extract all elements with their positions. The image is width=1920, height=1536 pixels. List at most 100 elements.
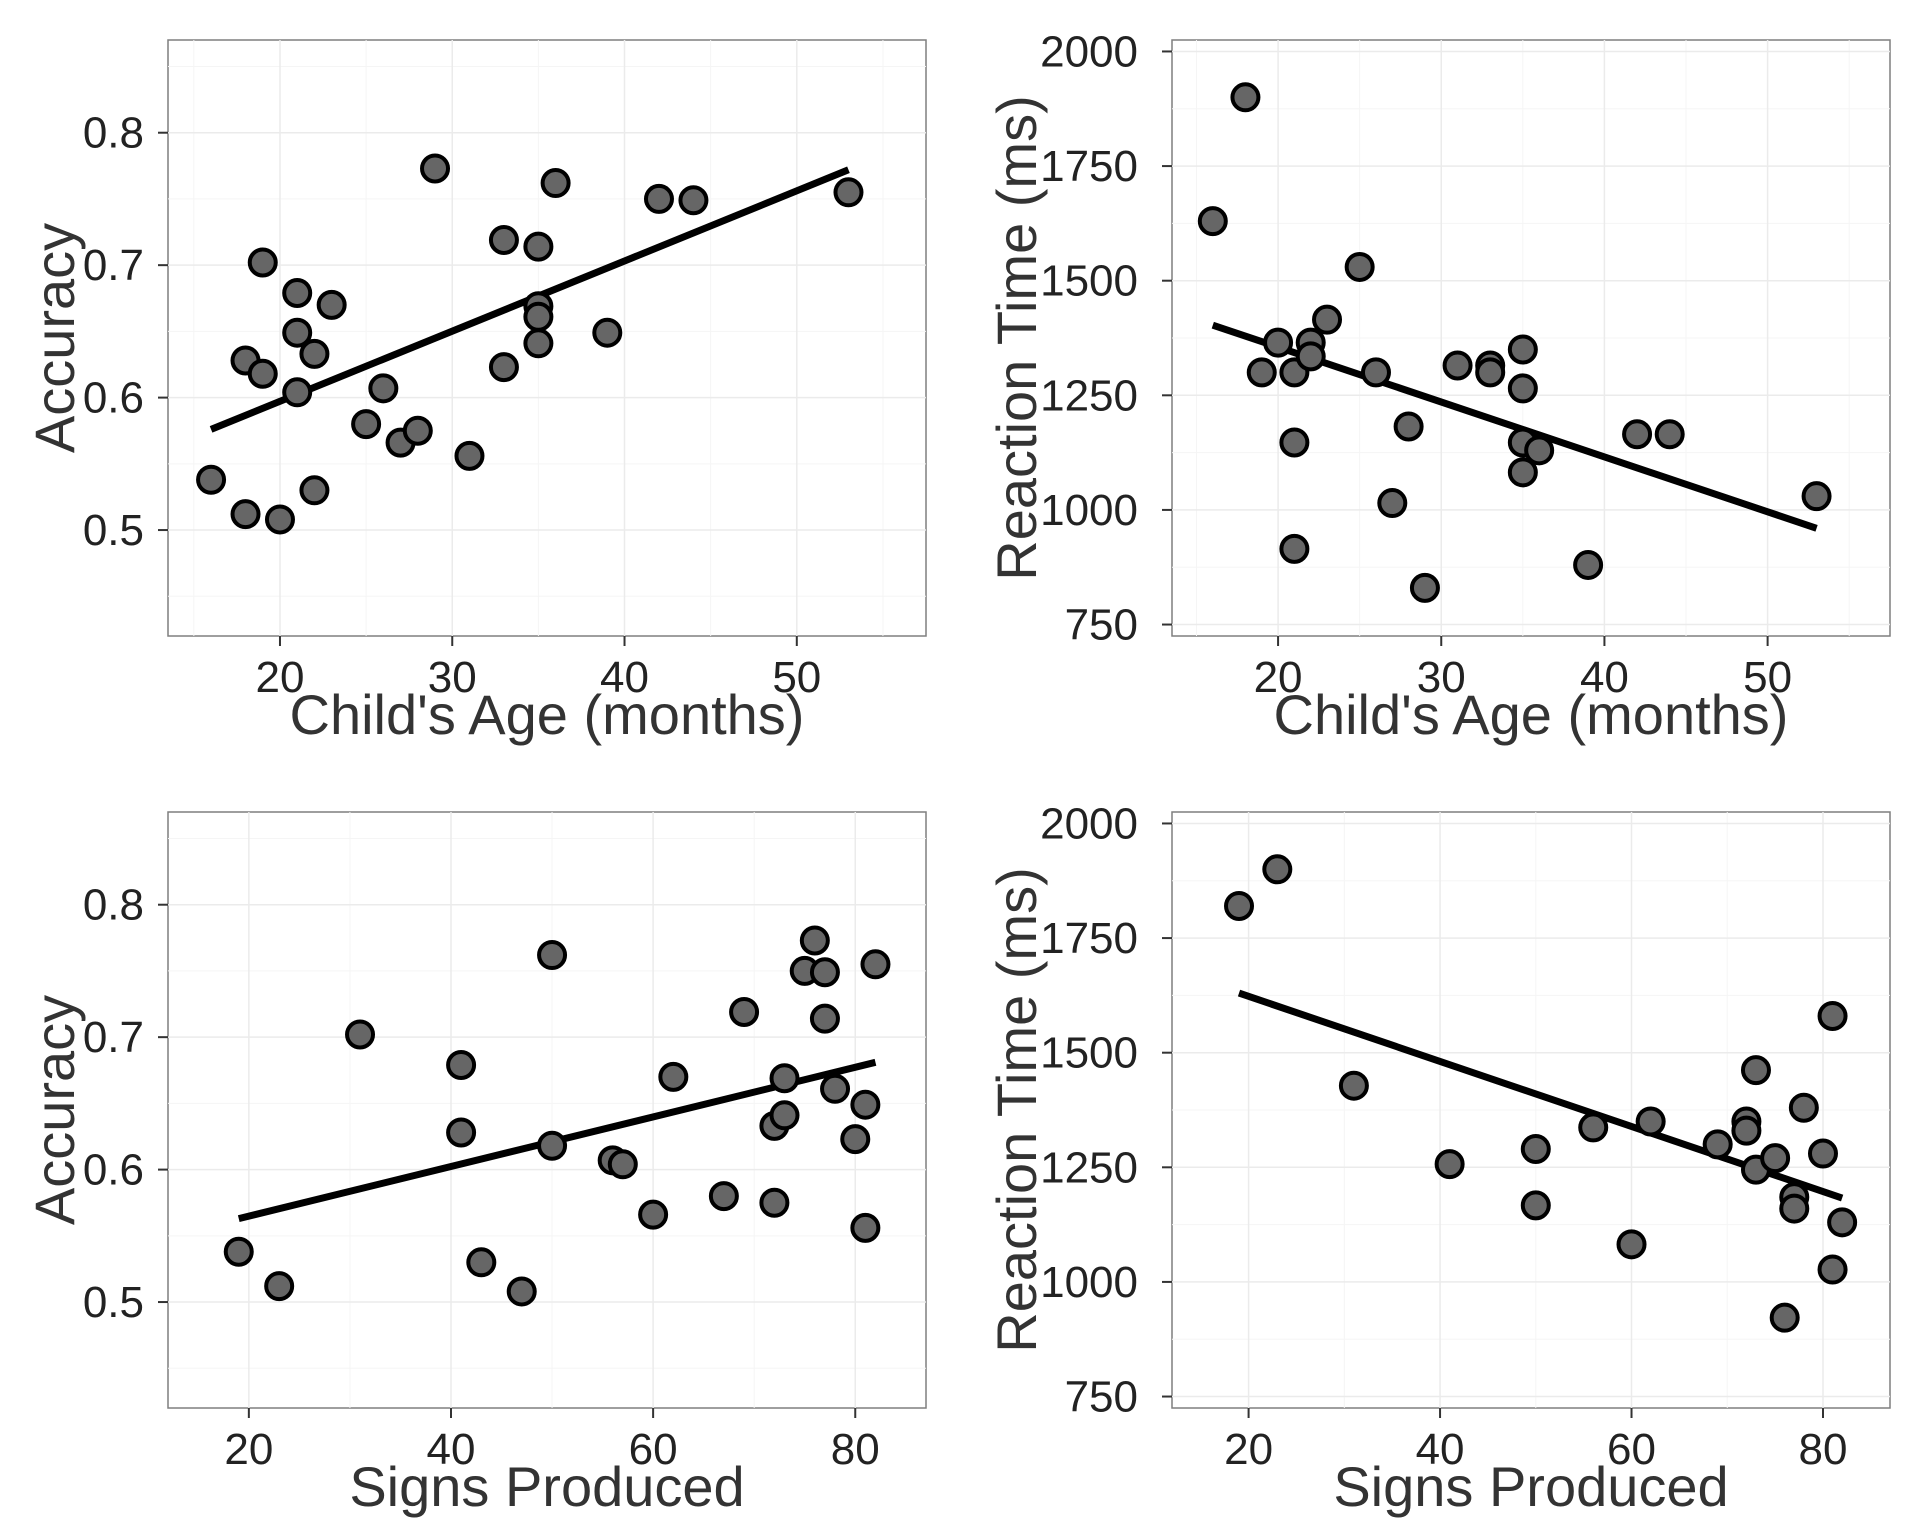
chart-0-point-25 <box>592 317 623 348</box>
chart-3-point-4 <box>1520 1133 1551 1164</box>
chart-3-x-tick-label-1: 40 <box>1416 1425 1465 1474</box>
chart-0-point-27 <box>678 185 709 216</box>
chart-2-y-tick-label-2: 0.7 <box>83 1013 144 1062</box>
chart-3-x-tick-label-0: 20 <box>1224 1425 1273 1474</box>
chart-3-point-6 <box>1578 1112 1609 1143</box>
chart-0-point-10 <box>299 475 330 506</box>
chart-3-point-2 <box>1338 1070 1369 1101</box>
chart-3-y-tick-label-3: 1500 <box>1040 1029 1138 1078</box>
chart-0-point-15 <box>402 415 433 446</box>
chart-1-point-10 <box>1344 251 1375 282</box>
chart-3-x-axis-title: Signs Produced <box>1333 1455 1728 1518</box>
chart-2-point-2 <box>345 1019 376 1050</box>
chart-3-point-7 <box>1616 1229 1647 1260</box>
chart-0-x-tick-label-0: 20 <box>256 653 305 702</box>
chart-1-point-3 <box>1263 327 1294 358</box>
chart-1-y-tick-label-3: 1500 <box>1040 257 1138 306</box>
chart-3-point-0 <box>1224 890 1255 921</box>
chart-0-point-23 <box>523 328 554 359</box>
chart-2-x-tick-label-2: 60 <box>629 1425 678 1474</box>
chart-1-x-tick-label-0: 20 <box>1254 653 1303 702</box>
panel-reaction-time-signs: 20 40 60 80 750 1000 1250 1500 1750 2000 Signs Pro… <box>985 799 1891 1518</box>
chart-1-point-8 <box>1295 341 1326 372</box>
chart-0-point-3 <box>247 247 278 278</box>
chart-3-x-tick-label-2: 60 <box>1607 1425 1656 1474</box>
chart-1-point-2 <box>1246 357 1277 388</box>
chart-2-point-11 <box>638 1199 669 1230</box>
chart-2-x-tick-label-0: 20 <box>224 1425 273 1474</box>
chart-0-point-17 <box>454 440 485 471</box>
chart-2-y-tick-label-0: 0.5 <box>83 1278 144 1327</box>
chart-3-point-3 <box>1434 1149 1465 1180</box>
chart-1-x-tick-label-3: 50 <box>1743 653 1792 702</box>
chart-1-x-tick-label-2: 40 <box>1580 653 1629 702</box>
chart-2-point-27 <box>860 949 891 980</box>
chart-0-x-axis-title: Child's Age (months) <box>290 683 805 746</box>
chart-3-y-tick-label-1: 1000 <box>1040 1258 1138 1307</box>
chart-3-point-15 <box>1769 1302 1800 1333</box>
chart-1-point-18 <box>1507 334 1538 365</box>
chart-3-point-20 <box>1817 1001 1848 1032</box>
chart-2-y-tick-label-1: 0.6 <box>83 1146 144 1195</box>
chart-0-point-2 <box>230 499 261 530</box>
chart-0-point-18 <box>488 224 519 255</box>
chart-1-y-tick-label-2: 1250 <box>1040 371 1138 420</box>
chart-2-point-20 <box>799 925 830 956</box>
chart-1-point-11 <box>1360 357 1391 388</box>
chart-2-point-4 <box>446 1117 477 1148</box>
chart-2-point-0 <box>223 1236 254 1267</box>
chart-2-point-7 <box>537 940 568 971</box>
chart-2-point-26 <box>850 1212 881 1243</box>
chart-3-point-5 <box>1520 1190 1551 1221</box>
chart-1-point-1 <box>1230 82 1261 113</box>
chart-2-point-12 <box>658 1061 689 1092</box>
chart-0-x-tick-label-3: 50 <box>772 653 821 702</box>
chart-2-x-tick-label-1: 40 <box>427 1425 476 1474</box>
chart-2-point-22 <box>809 1003 840 1034</box>
chart-3-point-12 <box>1740 1055 1771 1086</box>
chart-1-point-12 <box>1377 488 1408 519</box>
chart-3-y-tick-label-0: 750 <box>1065 1373 1138 1422</box>
chart-2-plot-area <box>167 811 927 1409</box>
chart-3-point-17 <box>1779 1193 1810 1224</box>
chart-1-point-26 <box>1801 481 1832 512</box>
chart-3-x-tick-label-3: 80 <box>1799 1425 1848 1474</box>
chart-0-x-tick-label-2: 40 <box>600 653 649 702</box>
chart-1-point-25 <box>1654 419 1685 450</box>
chart-3-fit-line <box>1237 989 1844 1202</box>
chart-1-point-22 <box>1524 435 1555 466</box>
chart-1-y-tick-label-4: 1750 <box>1040 142 1138 191</box>
chart-2-point-1 <box>264 1271 295 1302</box>
chart-3-point-22 <box>1827 1207 1858 1238</box>
chart-0-y-tick-label-1: 0.6 <box>83 374 144 423</box>
chart-2-point-8 <box>537 1130 568 1161</box>
chart-1-point-21 <box>1507 457 1538 488</box>
chart-3-point-9 <box>1702 1129 1733 1160</box>
chart-1-point-0 <box>1197 206 1228 237</box>
chart-3-y-tick-label-2: 1250 <box>1040 1143 1138 1192</box>
chart-0-point-7 <box>282 317 313 348</box>
chart-2-y-axis-title: Accuracy <box>23 995 86 1225</box>
panel-reaction-time-age: 20 30 40 50 750 1000 1250 1500 1750 2000 Child's A… <box>985 27 1891 746</box>
chart-0-y-tick-label-0: 0.5 <box>83 506 144 555</box>
chart-0-point-4 <box>247 358 278 389</box>
chart-2-x-tick-label-3: 80 <box>831 1425 880 1474</box>
chart-1-point-19 <box>1507 373 1538 404</box>
chart-1-point-15 <box>1442 350 1473 381</box>
chart-0-point-8 <box>282 377 313 408</box>
chart-2-point-17 <box>769 1063 800 1094</box>
chart-2-point-13 <box>708 1181 739 1212</box>
chart-2-y-tick-label-3: 0.8 <box>83 881 144 930</box>
chart-2-point-24 <box>840 1124 871 1155</box>
chart-1-point-14 <box>1409 572 1440 603</box>
chart-3-point-18 <box>1788 1092 1819 1123</box>
chart-2-point-25 <box>850 1089 881 1120</box>
chart-2-point-21 <box>809 957 840 988</box>
chart-1-point-13 <box>1393 411 1424 442</box>
chart-0-point-26 <box>643 183 674 214</box>
chart-3-point-11 <box>1731 1115 1762 1146</box>
chart-2-point-15 <box>759 1187 790 1218</box>
chart-1-point-5 <box>1279 427 1310 458</box>
chart-2-point-6 <box>506 1276 537 1307</box>
